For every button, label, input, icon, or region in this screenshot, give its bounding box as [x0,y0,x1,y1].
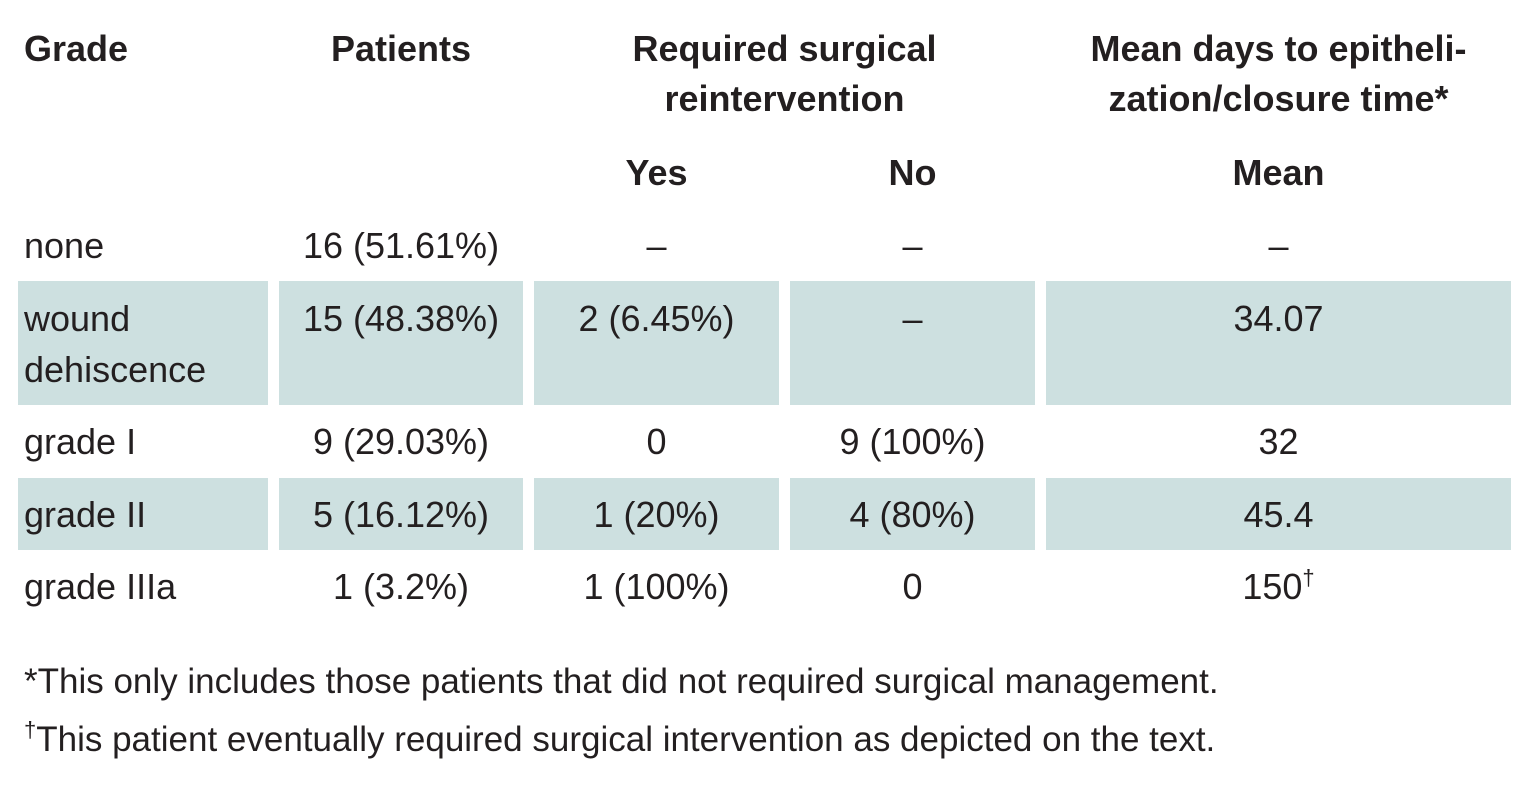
row-grade-i-grade: grade I [24,421,137,462]
subheader-yes: Yes [625,152,688,193]
header-mean-days-line2: zation/closure time* [1108,78,1449,119]
row-grade-ii-mean: 45.4 [1243,494,1314,535]
row-none-no: – [902,225,923,266]
dagger-mark-cell: † [1302,565,1315,590]
row-shade-grade-ii-mean [1046,478,1511,550]
row-grade-i-no: 9 (100%) [839,421,986,462]
header-reintervention-line1: Required surgical [632,28,937,69]
row-grade-ii-yes: 1 (20%) [593,494,720,535]
row-shade-grade-ii-no [790,478,1035,550]
row-grade-ii-patients: 5 (16.12%) [312,494,490,535]
row-wound-dehiscence-grade-line1: wound [24,298,131,339]
row-wound-dehiscence-mean: 34.07 [1233,298,1324,339]
footnote-dagger-text: This patient eventually required surgica… [36,720,1216,759]
row-none-patients: 16 (51.61%) [302,225,500,266]
row-wound-dehiscence-yes: 2 (6.45%) [578,298,735,339]
row-wound-dehiscence-grade-line2: dehiscence [24,349,207,390]
row-grade-iiia-mean-value: 150 [1242,566,1303,607]
subheader-mean: Mean [1232,152,1325,193]
row-none-grade: none [24,225,105,266]
row-grade-i-yes: 0 [646,421,667,462]
row-grade-iiia-no: 0 [902,566,923,607]
row-shade-wound-dehiscence-patients [279,281,523,405]
header-patients: Patients [330,28,472,69]
row-shade-wound-dehiscence-mean [1046,281,1511,405]
row-shade-grade-ii-patients [279,478,523,550]
row-grade-iiia-mean: 150† [1046,561,1511,612]
row-grade-i-patients: 9 (29.03%) [312,421,490,462]
header-mean-days-line1: Mean days to epitheli- [1090,28,1467,69]
row-grade-i-mean: 32 [1258,421,1299,462]
row-wound-dehiscence-no: – [902,298,923,339]
row-shade-wound-dehiscence-no [790,281,1035,405]
row-shade-grade-ii-yes [534,478,779,550]
row-shade-wound-dehiscence-yes [534,281,779,405]
row-shade-wound-dehiscence-grade [18,281,268,405]
row-grade-ii-grade: grade II [24,494,147,535]
footnote-dagger: †This patient eventually required surgic… [24,718,1215,762]
row-none-mean: – [1268,225,1289,266]
footnote-asterisk: *This only includes those patients that … [24,662,1219,701]
row-shade-grade-ii-grade [18,478,268,550]
dagger-mark-footnote: † [24,717,37,742]
row-grade-iiia-yes: 1 (100%) [583,566,730,607]
row-grade-iiia-patients: 1 (3.2%) [332,566,470,607]
header-reintervention-line2: reintervention [664,78,905,119]
row-none-yes: – [646,225,667,266]
row-grade-iiia-grade: grade IIIa [24,566,177,607]
row-wound-dehiscence-patients: 15 (48.38%) [302,298,500,339]
header-grade: Grade [24,28,129,69]
row-grade-ii-no: 4 (80%) [849,494,976,535]
subheader-no: No [888,152,937,193]
